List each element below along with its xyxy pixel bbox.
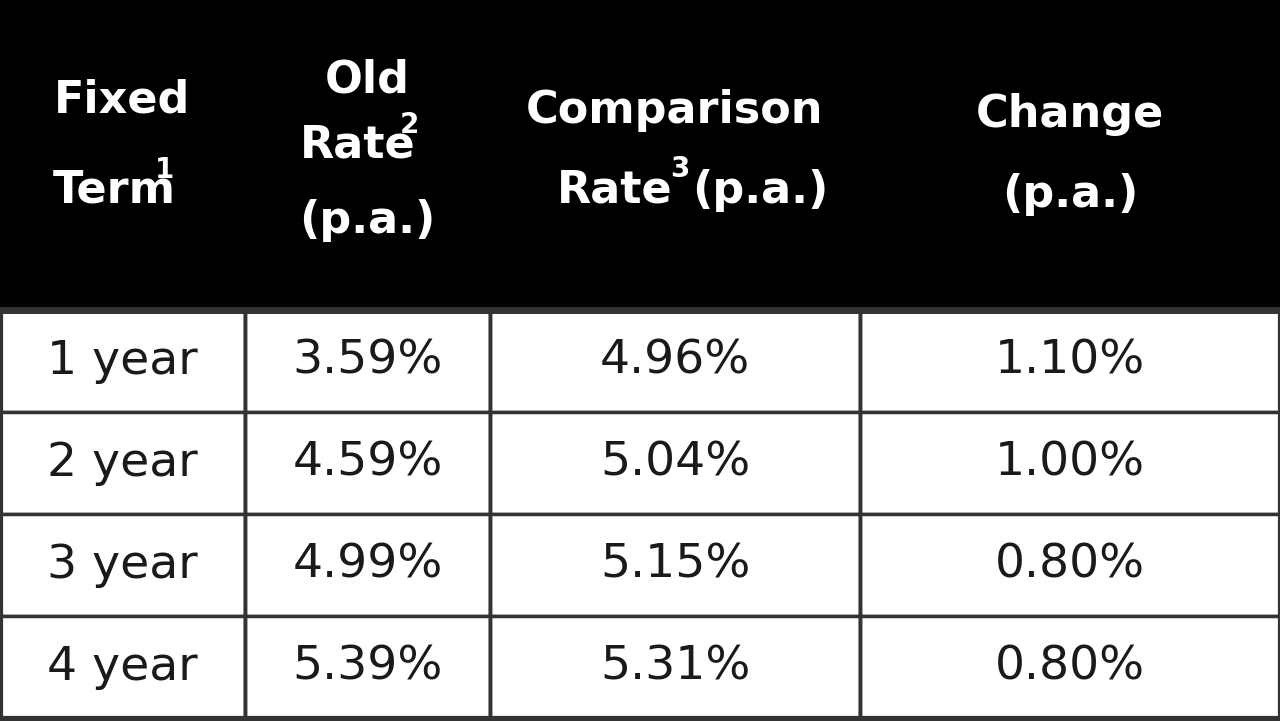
- Bar: [860, 514, 1280, 616]
- Text: 4.96%: 4.96%: [600, 338, 750, 384]
- Bar: [0, 310, 1280, 718]
- Text: Rate: Rate: [300, 123, 415, 167]
- Text: Fixed: Fixed: [54, 79, 191, 122]
- Text: 3: 3: [671, 155, 690, 183]
- Bar: [0, 412, 244, 514]
- Text: Rate: Rate: [557, 169, 673, 211]
- Bar: [0, 310, 244, 412]
- Text: Comparison: Comparison: [526, 89, 824, 131]
- Bar: [490, 616, 860, 718]
- Text: 3 year: 3 year: [47, 542, 198, 588]
- Bar: [490, 310, 860, 412]
- Text: 0.80%: 0.80%: [995, 542, 1146, 588]
- Text: 4 year: 4 year: [47, 645, 198, 689]
- Text: 1: 1: [155, 156, 174, 184]
- Bar: [244, 616, 490, 718]
- Bar: [490, 514, 860, 616]
- Text: 4.99%: 4.99%: [292, 542, 443, 588]
- Text: 5.31%: 5.31%: [600, 645, 750, 689]
- Text: 3.59%: 3.59%: [292, 338, 443, 384]
- Text: Old: Old: [325, 58, 410, 102]
- Text: Change: Change: [975, 94, 1164, 136]
- Bar: [244, 412, 490, 514]
- Bar: [0, 514, 244, 616]
- Bar: [860, 412, 1280, 514]
- Bar: [244, 514, 490, 616]
- Text: (p.a.): (p.a.): [300, 198, 435, 242]
- Bar: [0, 616, 244, 718]
- Text: (p.a.): (p.a.): [691, 169, 828, 211]
- Bar: [860, 310, 1280, 412]
- Bar: [490, 412, 860, 514]
- Text: 5.04%: 5.04%: [600, 441, 750, 485]
- Text: 4.59%: 4.59%: [292, 441, 443, 485]
- Text: (p.a.): (p.a.): [1002, 174, 1138, 216]
- Text: 5.39%: 5.39%: [292, 645, 443, 689]
- Text: 1.00%: 1.00%: [995, 441, 1146, 485]
- Bar: [244, 310, 490, 412]
- Text: Term: Term: [52, 169, 177, 211]
- Text: 0.80%: 0.80%: [995, 645, 1146, 689]
- Text: 5.15%: 5.15%: [600, 542, 750, 588]
- Text: 1 year: 1 year: [47, 338, 198, 384]
- Bar: [0, 0, 1280, 310]
- Text: 2: 2: [399, 111, 419, 139]
- Text: 1.10%: 1.10%: [995, 338, 1146, 384]
- Bar: [860, 616, 1280, 718]
- Text: 2 year: 2 year: [47, 441, 198, 485]
